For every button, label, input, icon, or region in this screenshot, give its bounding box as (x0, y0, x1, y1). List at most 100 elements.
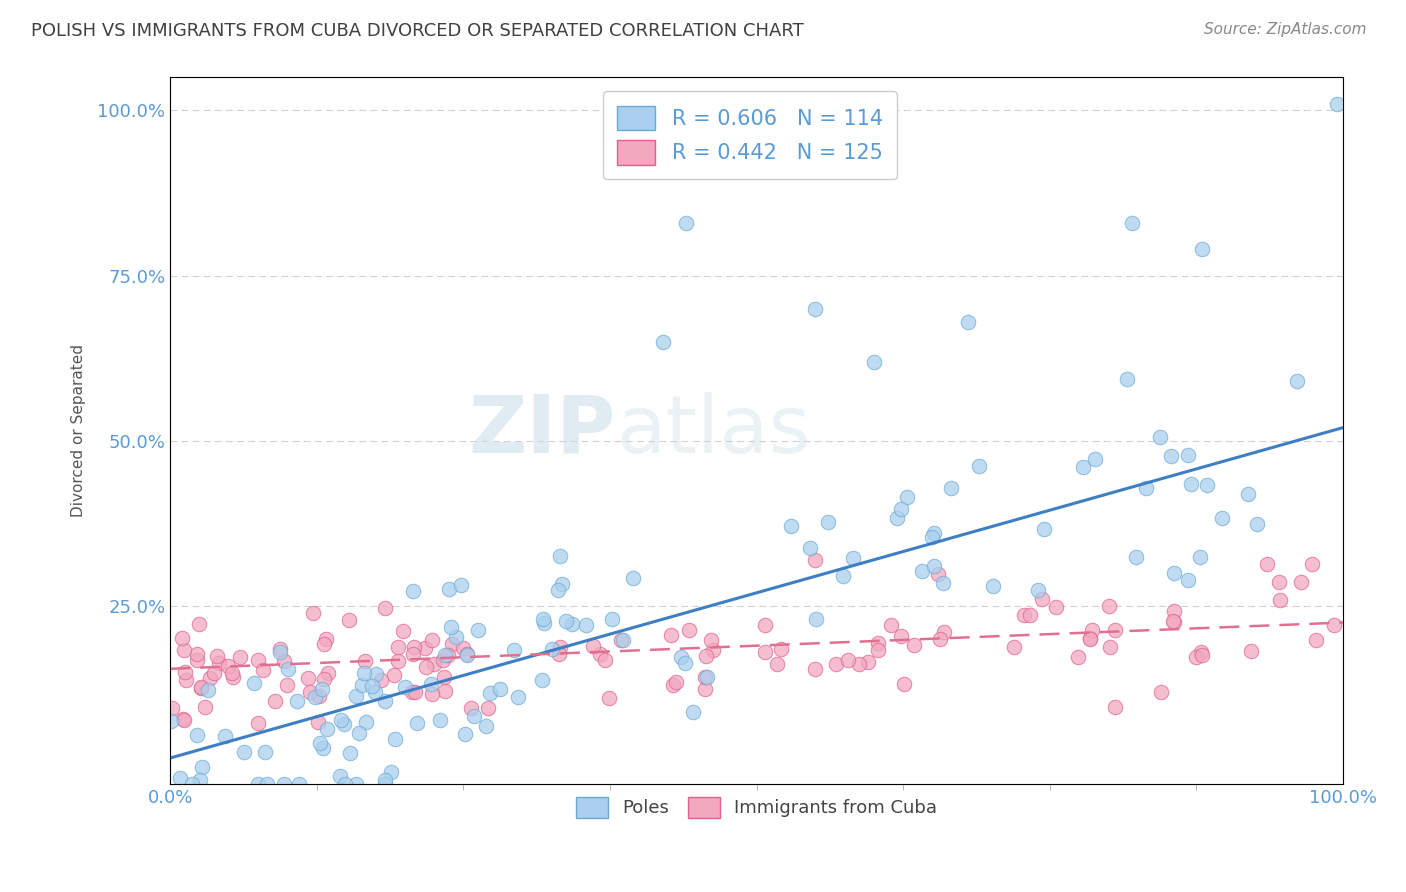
Point (197, 682, 219, 697)
Point (1270, 593, 1292, 607)
Point (394, 680, 416, 694)
Point (374, 601, 396, 615)
Point (932, 575, 955, 590)
Point (194, 699, 217, 714)
Point (589, 647, 612, 661)
Point (1305, 633, 1327, 648)
Point (169, 771, 191, 785)
Point (831, 568, 853, 582)
Point (222, 670, 245, 684)
Point (548, 549, 571, 563)
Point (308, 690, 330, 704)
Point (983, 579, 1005, 593)
Point (382, 668, 405, 682)
Point (288, 777, 311, 791)
Point (170, 632, 193, 646)
Point (1149, 430, 1171, 444)
Point (922, 525, 945, 540)
Point (384, 732, 406, 747)
Point (404, 685, 426, 699)
Point (1135, 481, 1157, 495)
Point (890, 502, 912, 516)
Point (700, 632, 723, 647)
Point (1177, 449, 1199, 463)
Point (214, 729, 236, 743)
Point (463, 709, 485, 723)
Text: Source: ZipAtlas.com: Source: ZipAtlas.com (1204, 22, 1367, 37)
Point (1291, 574, 1313, 589)
Point (273, 654, 295, 668)
Point (460, 701, 482, 715)
Point (780, 518, 803, 533)
Point (754, 645, 776, 659)
Point (1189, 549, 1212, 564)
Point (347, 726, 370, 740)
Point (188, 772, 211, 787)
Point (547, 647, 569, 661)
Point (766, 657, 789, 672)
Point (803, 662, 825, 676)
Point (312, 637, 335, 651)
Point (582, 640, 605, 654)
Point (896, 490, 918, 504)
Point (401, 647, 423, 661)
Point (433, 648, 456, 662)
Point (903, 639, 925, 653)
Point (880, 617, 903, 632)
Point (1098, 599, 1121, 614)
Point (825, 657, 848, 672)
Point (1160, 449, 1182, 463)
Point (413, 641, 436, 656)
Point (695, 648, 717, 663)
Point (269, 644, 291, 658)
Point (217, 659, 239, 673)
Point (304, 690, 326, 705)
Point (858, 655, 880, 669)
Point (598, 690, 620, 705)
Point (1191, 648, 1213, 663)
Point (221, 665, 243, 680)
Point (1121, 216, 1143, 230)
Point (202, 665, 225, 680)
Point (309, 736, 332, 750)
Point (1032, 522, 1054, 536)
Point (866, 642, 889, 657)
Point (804, 612, 827, 626)
Point (848, 657, 870, 671)
Point (352, 678, 374, 692)
Point (387, 654, 409, 668)
Point (1237, 487, 1260, 501)
Point (439, 620, 461, 634)
Point (1081, 624, 1104, 638)
Point (555, 614, 578, 628)
Point (1189, 645, 1212, 659)
Point (285, 693, 308, 707)
Point (207, 656, 229, 670)
Point (423, 657, 446, 672)
Point (160, 700, 183, 714)
Point (1067, 650, 1090, 665)
Point (675, 216, 697, 230)
Point (956, 315, 979, 329)
Point (702, 642, 724, 657)
Point (817, 515, 839, 529)
Point (1161, 614, 1184, 628)
Point (1301, 557, 1323, 571)
Point (315, 632, 337, 647)
Point (929, 632, 952, 646)
Point (927, 566, 949, 581)
Point (893, 677, 915, 691)
Point (252, 663, 274, 677)
Point (503, 643, 526, 657)
Point (181, 777, 204, 791)
Point (1002, 640, 1025, 654)
Point (451, 641, 474, 656)
Point (1045, 599, 1067, 614)
Point (531, 612, 554, 626)
Point (799, 541, 821, 556)
Point (561, 617, 583, 632)
Point (264, 694, 287, 708)
Point (1211, 511, 1233, 525)
Point (1071, 460, 1094, 475)
Point (661, 678, 683, 692)
